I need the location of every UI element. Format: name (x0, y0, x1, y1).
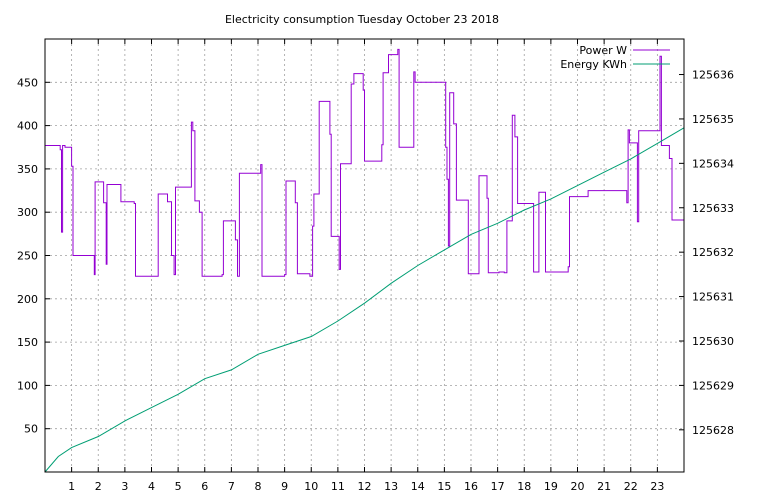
y2-tick-label: 125636 (692, 69, 734, 82)
x-tick-label: 8 (255, 480, 262, 493)
x-tick-label: 15 (437, 480, 451, 493)
y-tick-label: 100 (17, 379, 38, 392)
x-tick-label: 5 (175, 480, 182, 493)
y-tick-label: 350 (17, 163, 38, 176)
series-layer (44, 48, 685, 473)
x-tick-label: 17 (491, 480, 505, 493)
y-tick-label: 50 (24, 423, 38, 436)
legend-label-energy: Energy KWh (560, 58, 627, 71)
x-tick-label: 21 (597, 480, 611, 493)
y2-tick-label: 125635 (692, 113, 734, 126)
grid (45, 39, 684, 472)
y-tick-label: 400 (17, 120, 38, 133)
x-tick-label: 13 (384, 480, 398, 493)
x-tick-label: 2 (95, 480, 102, 493)
x-tick-label: 14 (411, 480, 425, 493)
series-line-power (45, 48, 684, 277)
x-tick-label: 22 (624, 480, 638, 493)
x-tick-label: 11 (331, 480, 345, 493)
x-tick-label: 9 (281, 480, 288, 493)
x-tick-label: 7 (228, 480, 235, 493)
x-tick-label: 6 (201, 480, 208, 493)
y2-tick-label: 125629 (692, 379, 734, 392)
y2-tick-label: 125630 (692, 335, 734, 348)
x-tick-label: 12 (358, 480, 372, 493)
y-tick-label: 450 (17, 76, 38, 89)
x-tick-label: 3 (121, 480, 128, 493)
y2-tick-label: 125633 (692, 202, 734, 215)
y2-tick-label: 125634 (692, 157, 734, 170)
legend-label-power: Power W (579, 44, 627, 57)
x-tick-label: 4 (148, 480, 155, 493)
y2-tick-label: 125631 (692, 291, 734, 304)
y-tick-label: 300 (17, 206, 38, 219)
y-tick-label: 150 (17, 336, 38, 349)
chart-title: Electricity consumption Tuesday October … (225, 13, 499, 26)
y-tick-label: 200 (17, 293, 38, 306)
x-tick-label: 18 (517, 480, 531, 493)
x-tick-label: 16 (464, 480, 478, 493)
x-tick-label: 19 (544, 480, 558, 493)
legend: Power W Energy KWh (560, 44, 670, 71)
x-tick-label: 10 (304, 480, 318, 493)
x-tick-label: 23 (650, 480, 664, 493)
y2-tick-label: 125628 (692, 424, 734, 437)
y2-tick-label: 125632 (692, 246, 734, 259)
y-tick-label: 250 (17, 250, 38, 263)
x-tick-label: 1 (68, 480, 75, 493)
series-line-energy (44, 127, 685, 473)
x-tick-label: 20 (571, 480, 585, 493)
tick-layer: 1 2 3 4 5 6 7 8 9 10 11 12 13 14 15 16 17 18 19 20 21 22 23501… (17, 39, 734, 493)
